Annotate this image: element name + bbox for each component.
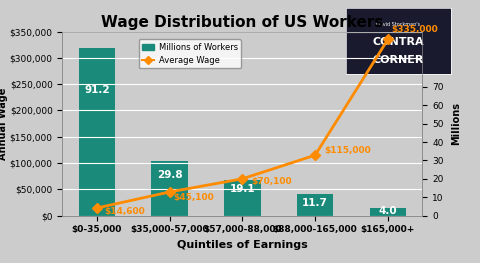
Text: David Stockman's: David Stockman's	[376, 22, 420, 27]
Text: CONTRA: CONTRA	[372, 37, 424, 47]
Legend: Millions of Workers, Average Wage: Millions of Workers, Average Wage	[139, 39, 241, 68]
Text: $115,000: $115,000	[324, 146, 371, 155]
Bar	[297, 194, 333, 216]
Text: 4.0: 4.0	[379, 206, 397, 216]
X-axis label: Quintiles of Earnings: Quintiles of Earnings	[177, 240, 308, 250]
Y-axis label: Annual Wage: Annual Wage	[0, 87, 8, 160]
Bar	[152, 161, 188, 216]
Text: $70,100: $70,100	[251, 177, 292, 186]
Bar	[370, 208, 406, 216]
Text: $335,000: $335,000	[392, 25, 438, 34]
Bar	[79, 48, 115, 216]
Y-axis label: Millions: Millions	[451, 102, 461, 145]
Text: 19.1: 19.1	[229, 184, 255, 194]
Text: 29.8: 29.8	[157, 170, 182, 180]
Title: Wage Distribution of US Workers: Wage Distribution of US Workers	[101, 16, 384, 31]
Bar	[224, 180, 261, 216]
Text: 11.7: 11.7	[302, 198, 328, 208]
Text: $45,100: $45,100	[173, 193, 214, 202]
Text: $14,600: $14,600	[104, 207, 145, 216]
Text: CORNER: CORNER	[372, 55, 424, 65]
Text: 91.2: 91.2	[84, 85, 110, 95]
